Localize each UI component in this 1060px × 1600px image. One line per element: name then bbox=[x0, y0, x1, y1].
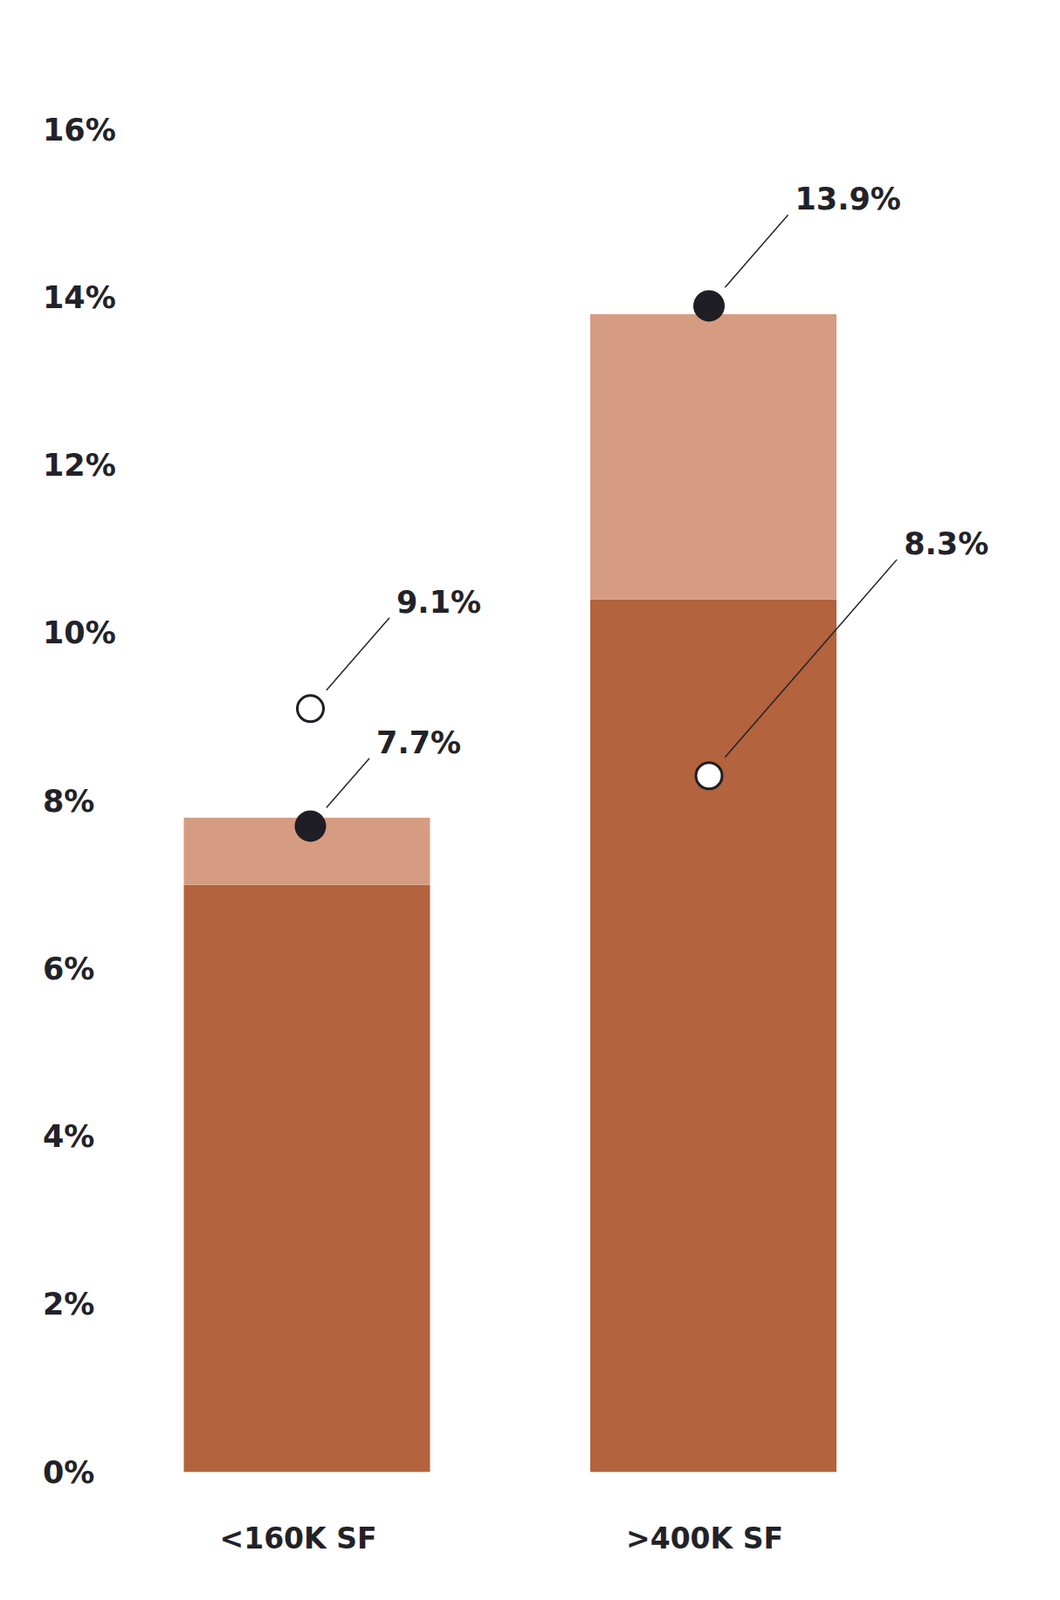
y-tick-label: 16% bbox=[42, 112, 117, 148]
y-tick-label: 4% bbox=[42, 1119, 95, 1155]
y-tick-label: 12% bbox=[42, 447, 117, 483]
data-label: 7.7% bbox=[376, 725, 462, 761]
data-label: 13.9% bbox=[795, 181, 902, 217]
y-tick-label: 10% bbox=[42, 615, 117, 651]
x-tick-label: >400K SF bbox=[626, 1521, 784, 1556]
y-tick-label: 14% bbox=[42, 280, 117, 316]
leader-line bbox=[724, 559, 897, 758]
filled-dot bbox=[295, 810, 327, 842]
bar-segment bbox=[590, 314, 837, 600]
data-labels: 7.7% 13.9% 9.1% 8.3% bbox=[326, 181, 989, 808]
bar-segment bbox=[184, 885, 431, 1473]
open-dot bbox=[695, 763, 723, 790]
data-label: 8.3% bbox=[903, 526, 989, 562]
y-tick-label: 8% bbox=[42, 784, 95, 820]
data-label: 9.1% bbox=[396, 585, 482, 620]
x-tick-label: <160K SF bbox=[220, 1521, 378, 1556]
open-dot bbox=[297, 695, 324, 723]
y-tick-label: 2% bbox=[42, 1287, 95, 1322]
chart-container: 0% 2% 4% 6% 8% 10% 12% 14% 16% <160K SF >400K SF 7.… bbox=[0, 0, 1060, 1600]
leader-line bbox=[724, 214, 788, 288]
bar-segment bbox=[590, 599, 837, 1473]
leader-line bbox=[326, 618, 390, 691]
chart-svg: 0% 2% 4% 6% 8% 10% 12% 14% 16% <160K SF >400K SF 7.… bbox=[0, 0, 1060, 1600]
plot-marks bbox=[184, 289, 838, 1473]
y-tick-label: 0% bbox=[42, 1455, 95, 1491]
y-tick-label: 6% bbox=[42, 951, 95, 987]
leader-line bbox=[326, 758, 370, 809]
filled-dot bbox=[693, 289, 725, 322]
